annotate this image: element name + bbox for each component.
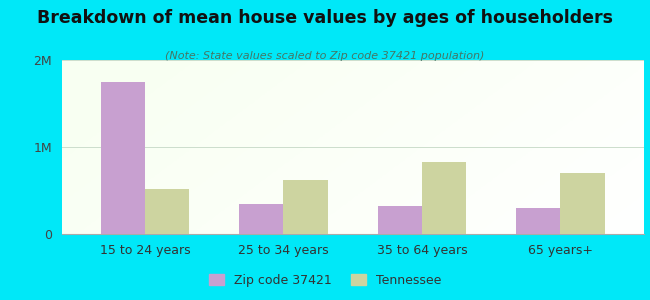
Bar bbox=[239, 203, 283, 234]
Legend: Zip code 37421, Tennessee: Zip code 37421, Tennessee bbox=[205, 270, 445, 291]
Bar bbox=[101, 82, 145, 234]
Bar bbox=[378, 206, 422, 234]
Text: (Note: State values scaled to Zip code 37421 population): (Note: State values scaled to Zip code 3… bbox=[165, 51, 485, 61]
Text: Breakdown of mean house values by ages of householders: Breakdown of mean house values by ages o… bbox=[37, 9, 613, 27]
Bar bbox=[283, 180, 328, 234]
Bar bbox=[145, 189, 189, 234]
Bar bbox=[516, 208, 560, 234]
Bar bbox=[560, 173, 604, 234]
Bar bbox=[422, 162, 466, 234]
